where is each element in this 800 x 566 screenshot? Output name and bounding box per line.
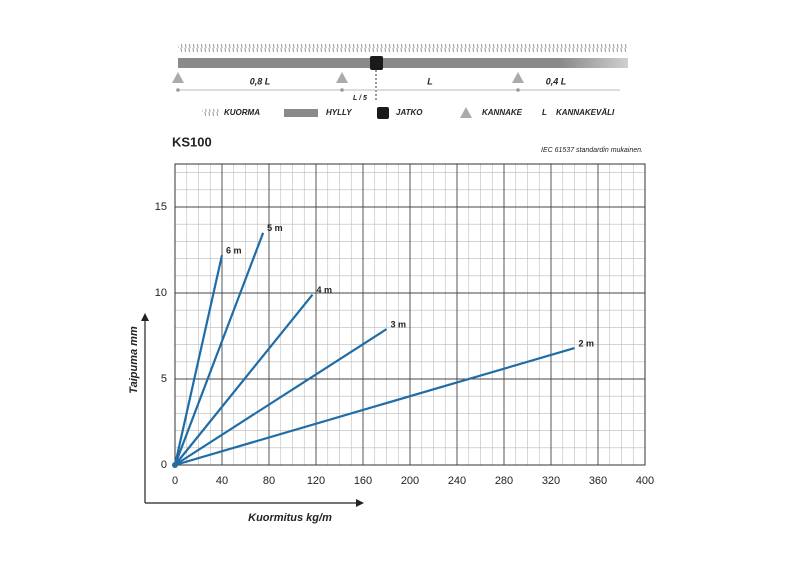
x-arrow-head bbox=[356, 499, 364, 507]
load-hatch bbox=[178, 44, 628, 52]
series-line bbox=[174, 294, 314, 466]
chart-note: IEC 61537 standardin mukainen. bbox=[541, 147, 643, 154]
series-line bbox=[173, 232, 265, 466]
legend-label: KUORMA bbox=[224, 108, 260, 117]
offset-label: L / 5 bbox=[353, 95, 367, 102]
x-axis-label: Kuormitus kg/m bbox=[248, 512, 332, 524]
legend-label: HYLLY bbox=[326, 108, 352, 117]
joint bbox=[370, 56, 383, 70]
y-tick-label: 0 bbox=[161, 459, 167, 471]
legend-label: KANNAKEVÄLI bbox=[556, 108, 615, 117]
dim-dot bbox=[340, 88, 344, 92]
y-tick-label: 5 bbox=[161, 373, 167, 385]
series-line bbox=[173, 254, 224, 466]
x-tick-label: 40 bbox=[216, 475, 228, 487]
series-label: 4 m bbox=[316, 285, 332, 295]
origin-dot bbox=[172, 462, 178, 468]
series-label: 2 m bbox=[579, 338, 595, 348]
bracket bbox=[512, 72, 524, 83]
plot: 0 5 10 15 0 40 80 120 160 200 240 280 320 360 400 2 m 3 … bbox=[155, 163, 654, 487]
bracket bbox=[172, 72, 184, 83]
legend-joint bbox=[377, 107, 389, 119]
x-tick-label: 320 bbox=[542, 475, 560, 487]
dim-label: 0,4 L bbox=[546, 76, 567, 86]
y-tick-label: 10 bbox=[155, 287, 167, 299]
x-tick-label: 240 bbox=[448, 475, 466, 487]
legend-label: KANNAKE bbox=[482, 108, 523, 117]
x-tick-label: 360 bbox=[589, 475, 607, 487]
x-tick-label: 280 bbox=[495, 475, 513, 487]
series-line bbox=[174, 328, 388, 466]
x-tick-label: 160 bbox=[354, 475, 372, 487]
x-tick-label: 400 bbox=[636, 475, 654, 487]
x-tick-label: 200 bbox=[401, 475, 419, 487]
legend-symbol: L bbox=[542, 108, 547, 117]
legend-shelf bbox=[284, 109, 318, 117]
series-label: 3 m bbox=[391, 319, 407, 329]
x-tick-label: 0 bbox=[172, 475, 178, 487]
x-tick-label: 120 bbox=[307, 475, 325, 487]
chart-title: KS100 bbox=[172, 134, 212, 149]
shelf-bar bbox=[178, 58, 628, 68]
beam-diagram: 0,8 L L 0,4 L L / 5 KUORMA HYLLY JATKO K… bbox=[172, 44, 628, 119]
series-line bbox=[174, 346, 575, 467]
dim-label: 0,8 L bbox=[250, 76, 271, 86]
legend-label: JATKO bbox=[396, 108, 423, 117]
dim-dot bbox=[176, 88, 180, 92]
dim-label: L bbox=[427, 76, 433, 86]
legend-bracket bbox=[460, 107, 472, 118]
y-arrow-head bbox=[141, 313, 149, 321]
legend-load bbox=[202, 109, 220, 116]
series-label: 5 m bbox=[267, 223, 283, 233]
x-tick-label: 80 bbox=[263, 475, 275, 487]
bracket bbox=[336, 72, 348, 83]
y-axis-label: Taipuma mm bbox=[128, 326, 140, 394]
plot-frame bbox=[174, 163, 646, 466]
series-label: 6 m bbox=[226, 246, 242, 256]
y-tick-label: 15 bbox=[155, 201, 167, 213]
dim-dot bbox=[516, 88, 520, 92]
